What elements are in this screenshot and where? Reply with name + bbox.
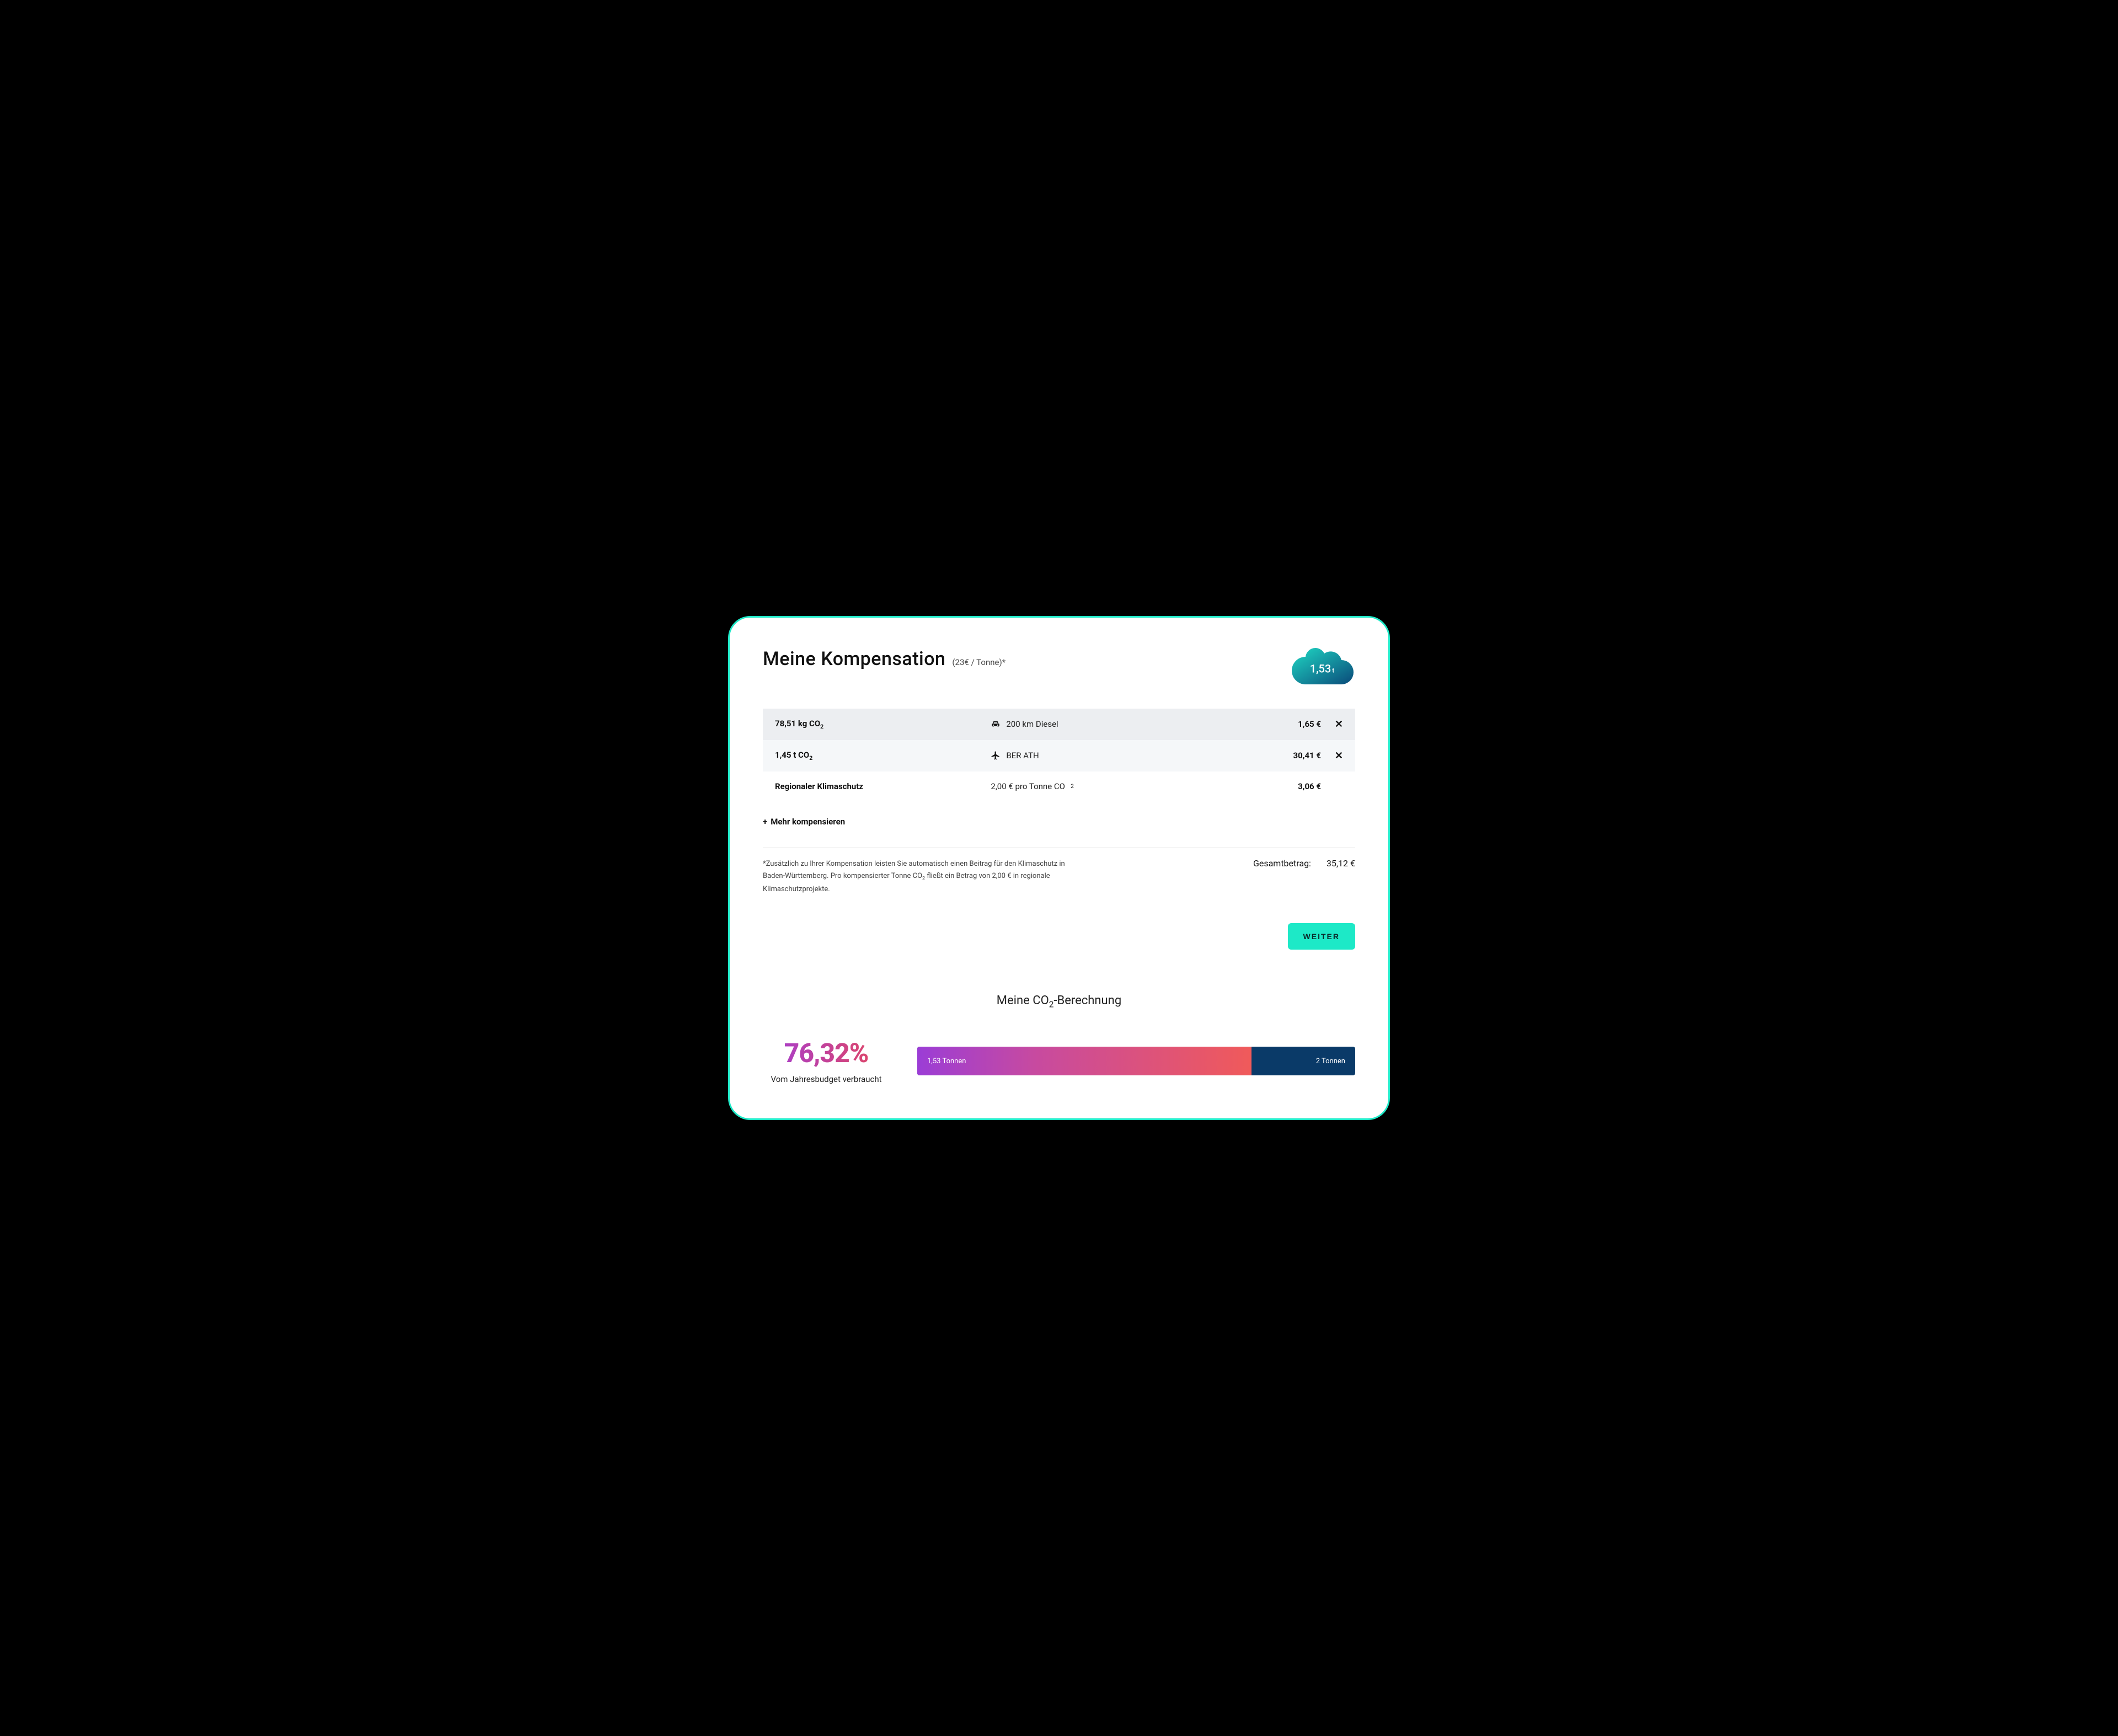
row-amount: 78,51 kg CO2: [775, 719, 991, 730]
header: Meine Kompensation (23€ / Tonne)* 1,53 t: [763, 648, 1355, 687]
continue-button[interactable]: WEITER: [1288, 923, 1355, 950]
plus-icon: +: [763, 817, 767, 827]
row-amount: 1,45 t CO2: [775, 750, 991, 762]
table-row: Regionaler Klimaschutz 2,00 € pro Tonne …: [763, 771, 1355, 801]
add-more-button[interactable]: + Mehr kompensieren: [763, 817, 845, 827]
footer: *Zusätzlich zu Ihrer Kompensation leiste…: [763, 858, 1355, 896]
button-row: WEITER: [763, 923, 1355, 950]
row-price: 3,06 €: [1260, 781, 1321, 791]
row-description: BER ATH: [991, 751, 1260, 760]
percent-block: 76,32% Vom Jahresbudget verbraucht: [763, 1037, 890, 1086]
row-price: 1,65 €: [1260, 719, 1321, 729]
add-more-label: Mehr kompensieren: [771, 817, 845, 827]
calculation-title: Meine CO2-Berechnung: [763, 994, 1355, 1009]
plane-icon: [991, 751, 1001, 760]
cloud-value: 1,53: [1310, 662, 1331, 675]
row-close-button[interactable]: ✕: [1321, 719, 1343, 730]
footnote: *Zusätzlich zu Ihrer Kompensation leiste…: [763, 858, 1072, 896]
total: Gesamtbetrag: 35,12 €: [1253, 858, 1355, 869]
percent-subtitle: Vom Jahresbudget verbraucht: [763, 1073, 890, 1086]
row-amount: Regionaler Klimaschutz: [775, 781, 991, 791]
page-title: Meine Kompensation: [763, 648, 945, 670]
table-row: 1,45 t CO2 BER ATH 30,41 € ✕: [763, 740, 1355, 771]
title-wrap: Meine Kompensation (23€ / Tonne)*: [763, 648, 1005, 670]
calculation-row: 76,32% Vom Jahresbudget verbraucht 1,53 …: [763, 1037, 1355, 1086]
table-row: 78,51 kg CO2 200 km Diesel 1,65 € ✕: [763, 709, 1355, 740]
total-label: Gesamtbetrag:: [1253, 858, 1311, 869]
bar-left-label: 1,53 Tonnen: [927, 1057, 966, 1065]
row-description: 2,00 € pro Tonne CO2: [991, 781, 1260, 791]
budget-bar-fill: [917, 1047, 1251, 1075]
bar-right-label: 2 Tonnen: [1316, 1057, 1345, 1065]
row-description: 200 km Diesel: [991, 719, 1260, 729]
row-price: 30,41 €: [1260, 751, 1321, 760]
budget-bar: 1,53 Tonnen 2 Tonnen: [917, 1047, 1355, 1075]
row-close-button[interactable]: ✕: [1321, 750, 1343, 762]
percent-value: 76,32%: [763, 1037, 890, 1069]
co2-cloud-badge: 1,53 t: [1289, 648, 1355, 687]
cloud-unit: t: [1332, 666, 1334, 674]
cloud-value-wrap: 1,53 t: [1310, 662, 1335, 675]
compensation-card: Meine Kompensation (23€ / Tonne)* 1,53 t: [728, 616, 1390, 1120]
car-icon: [991, 719, 1001, 729]
items-table: 78,51 kg CO2 200 km Diesel 1,65 € ✕ 1,45…: [763, 709, 1355, 801]
total-value: 35,12 €: [1327, 858, 1355, 869]
price-per-tonne: (23€ / Tonne)*: [952, 657, 1005, 667]
